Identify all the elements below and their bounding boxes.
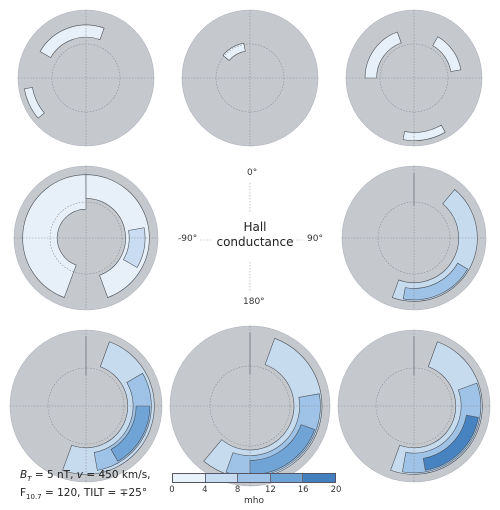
- title-line-1: Hall: [243, 220, 267, 234]
- colorbar-segment: [238, 474, 271, 482]
- colorbar-unit: mho: [244, 496, 264, 506]
- compass-cross: [200, 183, 303, 292]
- colorbar-tick-label: 20: [330, 485, 342, 495]
- polar-map: [341, 165, 487, 311]
- colorbar-tick-label: 4: [202, 485, 208, 495]
- polar-map: [169, 325, 331, 487]
- colorbar-segment: [205, 474, 239, 482]
- colorbar-tick-label: 16: [297, 485, 309, 495]
- polar-map: [17, 9, 155, 147]
- polar-map: [13, 165, 159, 311]
- polar-map: [181, 9, 319, 147]
- colorbar-tick-label: 8: [234, 485, 241, 495]
- title-line-2: conductance: [216, 235, 294, 249]
- angle-label-top: 0°: [247, 168, 258, 178]
- colorbar-segment: [303, 474, 335, 482]
- parameter-text: BT = 5 nT, v = 450 km/s, F10.7 = 120, TI…: [20, 468, 151, 504]
- colorbar-tick-label: 12: [264, 485, 276, 495]
- colorbar-segment: [270, 474, 304, 482]
- params-line-1: BT = 5 nT, v = 450 km/s,: [20, 469, 151, 484]
- polar-map: [337, 329, 491, 483]
- colorbar-tick-label: 0: [169, 485, 175, 495]
- polar-map: [345, 9, 483, 147]
- figure-title: Hall conductance: [215, 220, 295, 250]
- f107-value: 120: [57, 487, 78, 500]
- tilt-value: ∓25°: [119, 487, 148, 500]
- angle-label-left: -90°: [178, 234, 198, 244]
- bt-value: 5 nT: [46, 469, 71, 481]
- params-line-2: F10.7 = 120, TILT = ∓25°: [20, 487, 148, 502]
- colorbar: [172, 473, 336, 483]
- v-value: 450 km/s: [98, 469, 148, 481]
- angle-label-right: 90°: [307, 234, 323, 244]
- angle-label-bottom: 180°: [243, 297, 265, 307]
- colorbar-segment: [173, 474, 206, 482]
- polar-map: [9, 329, 163, 483]
